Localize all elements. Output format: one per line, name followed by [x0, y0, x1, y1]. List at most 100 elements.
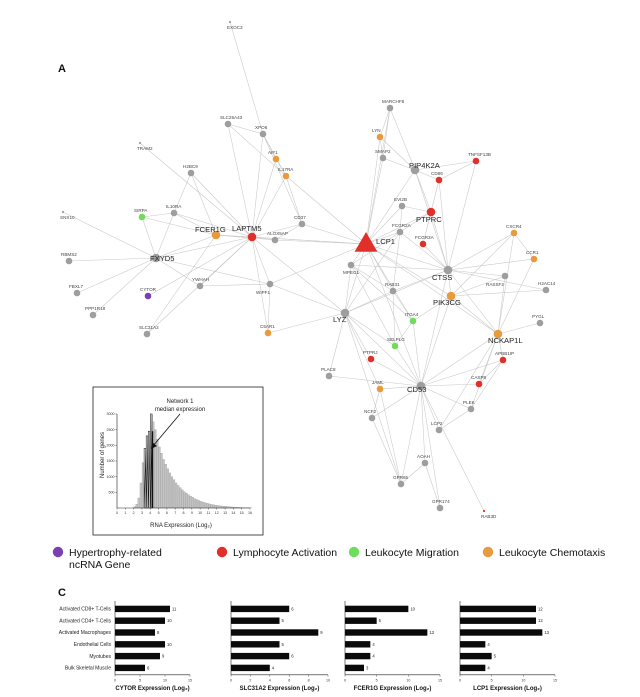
- bar-value-label: 8: [157, 630, 160, 635]
- node-marker: [211, 230, 221, 240]
- network-edge: [344, 290, 394, 314]
- bar-value-label: 4: [272, 665, 275, 670]
- network-node-rbms2: RBMS2: [61, 252, 77, 265]
- network-edge: [365, 107, 391, 245]
- network-edge: [414, 169, 449, 271]
- node-label: NCKAP1L: [488, 336, 523, 345]
- node-label: SMAP2: [375, 149, 391, 154]
- network-edge: [344, 312, 381, 390]
- network-edge: [438, 408, 472, 431]
- histogram-bar: [141, 462, 144, 509]
- histogram-x-tick-label: 5: [158, 511, 160, 515]
- network-edge: [344, 312, 396, 347]
- network-node-plek: PLEK: [463, 400, 476, 413]
- node-label: JAML: [372, 380, 384, 385]
- network-edge: [141, 212, 175, 218]
- network-edge: [251, 223, 303, 238]
- node-label: ITGA4: [405, 312, 419, 317]
- network-node-evi2b: EVI2B: [394, 197, 407, 210]
- network-node-rab3d: RAB3D: [481, 509, 497, 519]
- node-label: SIRPA: [134, 208, 148, 213]
- network-node-il17ra: IL17RA: [278, 167, 294, 180]
- network-edge: [392, 290, 396, 347]
- bar-chart-x-tick-label: 4: [269, 678, 271, 682]
- bar-value-label: 3: [366, 665, 369, 670]
- network-edge: [400, 462, 426, 485]
- network-edge: [447, 269, 452, 297]
- histogram-bar: [198, 500, 201, 509]
- legend-item-orange: Leukocyte Chemotaxis: [482, 546, 605, 559]
- network-node-h2bc9: H2BC9: [183, 164, 198, 177]
- node-marker: [472, 157, 480, 165]
- histogram-bar: [171, 476, 173, 509]
- network-edge: [497, 333, 504, 361]
- network-edge: [155, 236, 253, 259]
- histogram-bar: [135, 504, 138, 509]
- network-node-itga4: ITGA4: [405, 312, 419, 325]
- network-node-ccr1: CCR1: [526, 250, 539, 263]
- histogram-y-tick-label: 500: [109, 491, 115, 495]
- network-edge: [371, 388, 381, 419]
- node-marker: [196, 282, 204, 290]
- network-edge: [215, 234, 276, 241]
- node-label: H2BC9: [183, 164, 198, 169]
- network-node-lcp2: LCP2: [431, 421, 443, 434]
- network-edge: [251, 133, 264, 238]
- network-edge: [497, 258, 535, 335]
- network-node-aif1: AIF1: [268, 150, 280, 163]
- node-marker: [396, 228, 404, 236]
- histogram-axes: 0 1 2 3 4 5 6 7 8 9 10 11 12 13 14 15 165001000150020002…: [107, 412, 253, 515]
- network-edge: [382, 157, 416, 171]
- network-node-h2ac14: H2AC14: [538, 281, 556, 294]
- network-edge: [365, 169, 416, 245]
- node-marker: [264, 329, 272, 337]
- histogram-x-tick-label: 16: [248, 511, 252, 515]
- bar-value-label: 4: [372, 654, 375, 659]
- legend-swatch: [348, 546, 360, 558]
- bar-chart-2: 6 5 9 5 6 4 0 2 4 6 8 10 SLC31A2 Expression (Log₂): [230, 601, 330, 692]
- histogram-bar: [216, 505, 219, 509]
- network-edge: [450, 275, 506, 297]
- node-label: CCR1: [526, 250, 539, 255]
- network-edge: [262, 133, 303, 225]
- bar: [460, 664, 486, 672]
- network-node-fcgr3a: FCGR3A: [415, 235, 435, 248]
- node-marker: [436, 504, 444, 512]
- node-marker: [482, 509, 486, 513]
- bar: [345, 652, 371, 660]
- bar-chart-title: SLC31A2 Expression (Log₂): [240, 686, 320, 692]
- network-edge: [379, 388, 402, 485]
- node-marker: [170, 209, 178, 217]
- bar: [345, 641, 371, 648]
- bar-chart-x-tick-label: 10: [163, 678, 167, 682]
- bar: [345, 629, 428, 636]
- histogram-frame: [92, 386, 264, 536]
- network-edge: [344, 243, 367, 314]
- node-marker: [443, 265, 453, 275]
- node-label: C5AR1: [260, 324, 275, 329]
- network-edge: [365, 157, 384, 245]
- histogram-x-tick-label: 15: [240, 511, 244, 515]
- network-edge: [430, 179, 440, 213]
- network-edge: [412, 320, 422, 387]
- node-marker: [542, 286, 550, 294]
- network-edge: [371, 417, 402, 485]
- network-node-rab31: RAB31: [385, 282, 400, 295]
- node-marker: [419, 240, 427, 248]
- network-node-smap2: SMAP2: [375, 149, 391, 162]
- node-marker: [138, 141, 142, 145]
- network-node-casp8: CASP8: [471, 375, 487, 388]
- node-marker: [435, 176, 443, 184]
- network-node-il10ra: IL10RA: [166, 204, 182, 217]
- bar: [460, 629, 543, 636]
- network-edge: [399, 211, 432, 233]
- network-node-gpr65: GPR65: [393, 475, 409, 488]
- network-node-ywhah: YWHAH: [192, 277, 209, 290]
- network-edge: [513, 232, 535, 260]
- network-edge: [76, 257, 157, 294]
- histogram-bars: [133, 413, 252, 509]
- bar-chart-title: LCP1 Expression (Log₂): [473, 686, 542, 692]
- histogram-bar: [181, 489, 184, 509]
- node-marker: [340, 308, 350, 318]
